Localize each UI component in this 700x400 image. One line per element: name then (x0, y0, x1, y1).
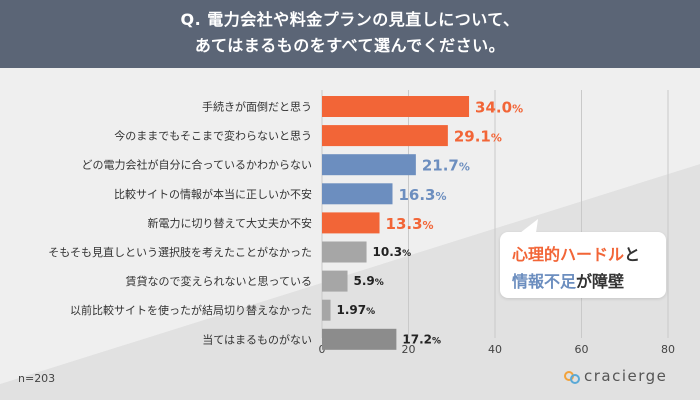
sample-size: n=203 (18, 372, 56, 385)
value-label: 13.3% (386, 215, 434, 233)
value-label: 16.3% (398, 186, 446, 204)
callout-suffix: が障壁 (576, 272, 625, 291)
bar (322, 328, 397, 350)
category-label: 賃貸なので変えられないと思っている (126, 274, 312, 288)
value-label: 21.7% (422, 157, 470, 175)
x-tick-label: 20 (402, 343, 416, 356)
bar (322, 241, 367, 263)
insight-callout: 心理的ハードルと 情報不足が障壁 (500, 219, 666, 298)
category-label: 比較サイトの情報が本当に正しいか不安 (114, 187, 312, 201)
x-tick-label: 80 (661, 343, 675, 356)
category-label: どの電力会社が自分に合っているかわからない (82, 158, 312, 172)
question-header: Q. 電力会社や料金プランの見直しについて、 あてはまるものをすべて選んでくださ… (0, 0, 700, 68)
callout-highlight-psychological: 心理的ハードル (512, 245, 625, 264)
bar (322, 125, 448, 147)
question-line-1: Q. 電力会社や料金プランの見直しについて、 (180, 10, 520, 29)
category-label: 当てはまるものがない (202, 332, 312, 346)
value-label: 5.9% (354, 274, 384, 288)
bar (322, 212, 380, 234)
x-tick-label: 60 (575, 343, 589, 356)
category-label: 新電力に切り替えて大丈夫か不安 (148, 216, 312, 230)
callout-highlight-information: 情報不足 (512, 272, 577, 291)
value-label: 10.3% (373, 245, 412, 259)
category-label: 手続きが面倒だと思う (202, 100, 312, 114)
bar (322, 154, 416, 176)
value-label: 29.1% (454, 128, 502, 146)
question-line-2: あてはまるものをすべて選んでください。 (194, 36, 506, 55)
value-label: 1.97% (337, 303, 376, 317)
value-label: 17.2% (402, 332, 441, 346)
brand-name: cracierge (584, 367, 668, 385)
bar (322, 96, 470, 117)
x-tick-label: 40 (488, 343, 502, 356)
callout-line-2: 情報不足が障壁 (512, 268, 624, 292)
bar (322, 299, 331, 321)
brand-logo-icon (564, 371, 580, 384)
value-label: 34.0% (475, 99, 523, 117)
callout-line-1: 心理的ハードルと (512, 241, 640, 265)
bar (322, 183, 393, 205)
callout-connector: と (624, 245, 641, 264)
brand-logo: cracierge (562, 366, 692, 388)
bar (322, 270, 348, 292)
category-label: そもそも見直しという選択肢を考えたことがなかった (48, 245, 312, 259)
category-label: 以前比較サイトを使ったが結局切り替えなかった (70, 303, 312, 317)
category-label: 今のままでもそこまで変わらないと思う (114, 129, 312, 143)
